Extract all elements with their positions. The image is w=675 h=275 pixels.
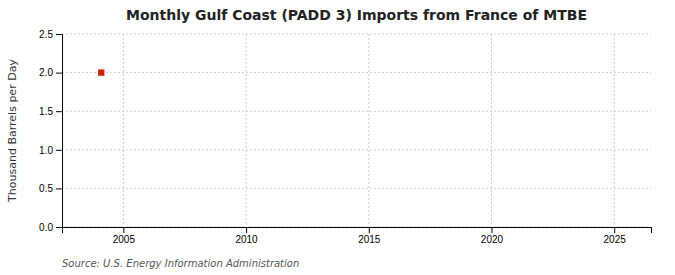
chart-svg: 2005 2010 2015 2020 2025 0.0 0.5 1.0 1.5 2.0 2.5 Mo… (0, 0, 675, 275)
tick: 2025 (604, 227, 627, 245)
grid-line-y (62, 188, 651, 189)
tick: 2.5 (39, 29, 62, 40)
tick-mark (56, 34, 62, 35)
y-axis: 0.0 0.5 1.0 1.5 2.0 2.5 (39, 29, 62, 233)
tick-mark (56, 227, 62, 228)
tick: 2020 (481, 227, 504, 245)
tick: 1.0 (39, 145, 62, 156)
tick: 1.5 (39, 106, 62, 117)
grid-line-x (123, 34, 124, 227)
axis-line (63, 228, 652, 234)
tick-label: 2010 (235, 234, 258, 245)
tick-mark (491, 227, 492, 233)
grid-line-y (62, 72, 651, 73)
title: Monthly Gulf Coast (PADD 3) Imports from… (126, 7, 587, 23)
axis-line (56, 35, 63, 228)
tick-label: 0.5 (39, 183, 53, 194)
grid-line-x (246, 34, 247, 227)
tick-label: 2005 (113, 234, 136, 245)
chart-container: 2005 2010 2015 2020 2025 0.0 0.5 1.0 1.5 2.0 2.5 Mo… (0, 0, 675, 275)
marks (98, 69, 104, 75)
tick: 2005 (113, 227, 136, 245)
tick-mark (56, 111, 62, 112)
y-axis-title: Thousand Barrels per Day (6, 59, 19, 203)
grid-line-x (614, 34, 615, 227)
tick-mark (369, 227, 370, 233)
tick-mark (123, 227, 124, 233)
tick-label: 2015 (358, 234, 381, 245)
tick-label: 1.5 (39, 106, 53, 117)
x-axis: 2005 2010 2015 2020 2025 (63, 227, 652, 245)
tick: 2.0 (39, 67, 62, 78)
tick-mark (56, 188, 62, 189)
tick-mark (56, 73, 62, 74)
tick-label: 1.0 (39, 145, 53, 156)
point (98, 69, 104, 75)
tick-mark (614, 227, 615, 233)
plot-area: 2005 2010 2015 2020 2025 0.0 0.5 1.0 1.5 2.0 2.5 (39, 29, 651, 245)
tick-label: 0.0 (39, 222, 53, 233)
tick: 0.5 (39, 183, 62, 194)
tick: 0.0 (39, 222, 62, 233)
tick-label: 2.5 (39, 29, 53, 40)
tick-label: 2025 (604, 234, 627, 245)
grid (62, 34, 651, 227)
source-note: Source: U.S. Energy Information Administ… (62, 258, 299, 269)
grid-line-x (368, 34, 369, 227)
tick-mark (56, 150, 62, 151)
tick-label: 2020 (481, 234, 504, 245)
tick-mark (246, 227, 247, 233)
tick: 2010 (235, 227, 258, 245)
grid-line-y (62, 34, 651, 35)
tick-label: 2.0 (39, 67, 53, 78)
grid-line-y (62, 111, 651, 112)
grid-line-x (491, 34, 492, 227)
grid-line-y (62, 149, 651, 150)
tick: 2015 (358, 227, 381, 245)
